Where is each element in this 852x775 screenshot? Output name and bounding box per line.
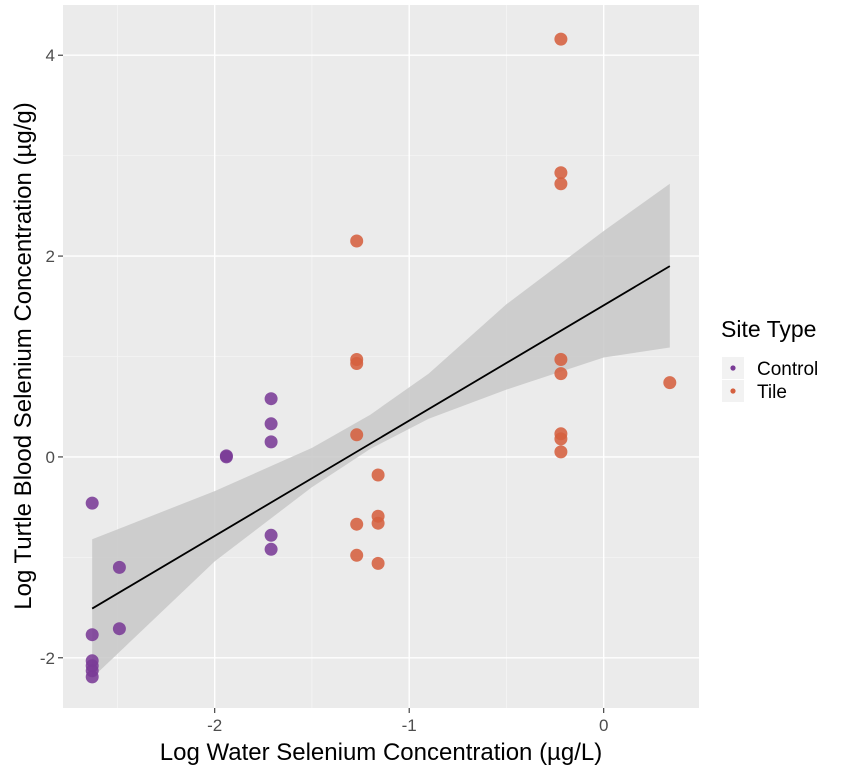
x-axis-title: Log Water Selenium Concentration (µg/L) [160,739,603,766]
legend-swatch-tile [730,388,736,394]
y-tick-label: 4 [46,46,55,65]
data-point-control [112,560,126,574]
y-tick-label: 0 [46,448,55,467]
confidence-band-layer [92,183,670,678]
data-point-tile [350,234,364,248]
data-point-tile [663,376,677,390]
regression-line [91,265,671,610]
data-point-control [264,435,278,449]
confidence-band [92,183,670,678]
legend-title: Site Type [721,316,816,342]
data-point-control [219,449,233,463]
data-point-tile [350,428,364,442]
data-point-control [264,417,278,431]
x-tick-label: 0 [599,716,608,735]
regression-line-layer [91,265,671,610]
data-point-tile [554,367,568,381]
y-tick-label: 2 [46,247,55,266]
data-point-tile [554,177,568,191]
data-point-tile [554,32,568,46]
x-tick-label: -1 [402,716,417,735]
major-gridlines [63,5,699,708]
data-point-control [112,622,126,636]
legend-swatch-control [730,365,736,371]
data-point-tile [350,517,364,531]
data-point-tile [554,353,568,366]
data-point-tile [371,516,385,530]
legend-label-tile: Tile [757,382,787,403]
data-point-control [85,670,99,684]
data-point-tile [350,357,364,370]
data-point-tile [371,556,385,570]
data-point-control [85,496,99,510]
y-axis-title: Log Turtle Blood Selenium Concentration … [10,102,37,609]
data-point-tile [554,166,568,180]
data-point-control [264,528,278,542]
data-point-control [264,542,278,556]
data-point-tile [554,445,568,459]
legend-label-control: Control [757,359,818,380]
data-point-control [264,392,278,406]
data-point-control [85,628,99,642]
data-points-layer [85,32,677,684]
axis-ticks-layer: -2 -1 0 -2 0 2 4 [40,46,609,735]
x-tick-label: -2 [207,716,222,735]
y-tick-label: -2 [40,649,55,668]
data-point-tile [371,468,385,482]
data-point-tile [554,432,568,446]
data-point-tile [350,548,364,562]
